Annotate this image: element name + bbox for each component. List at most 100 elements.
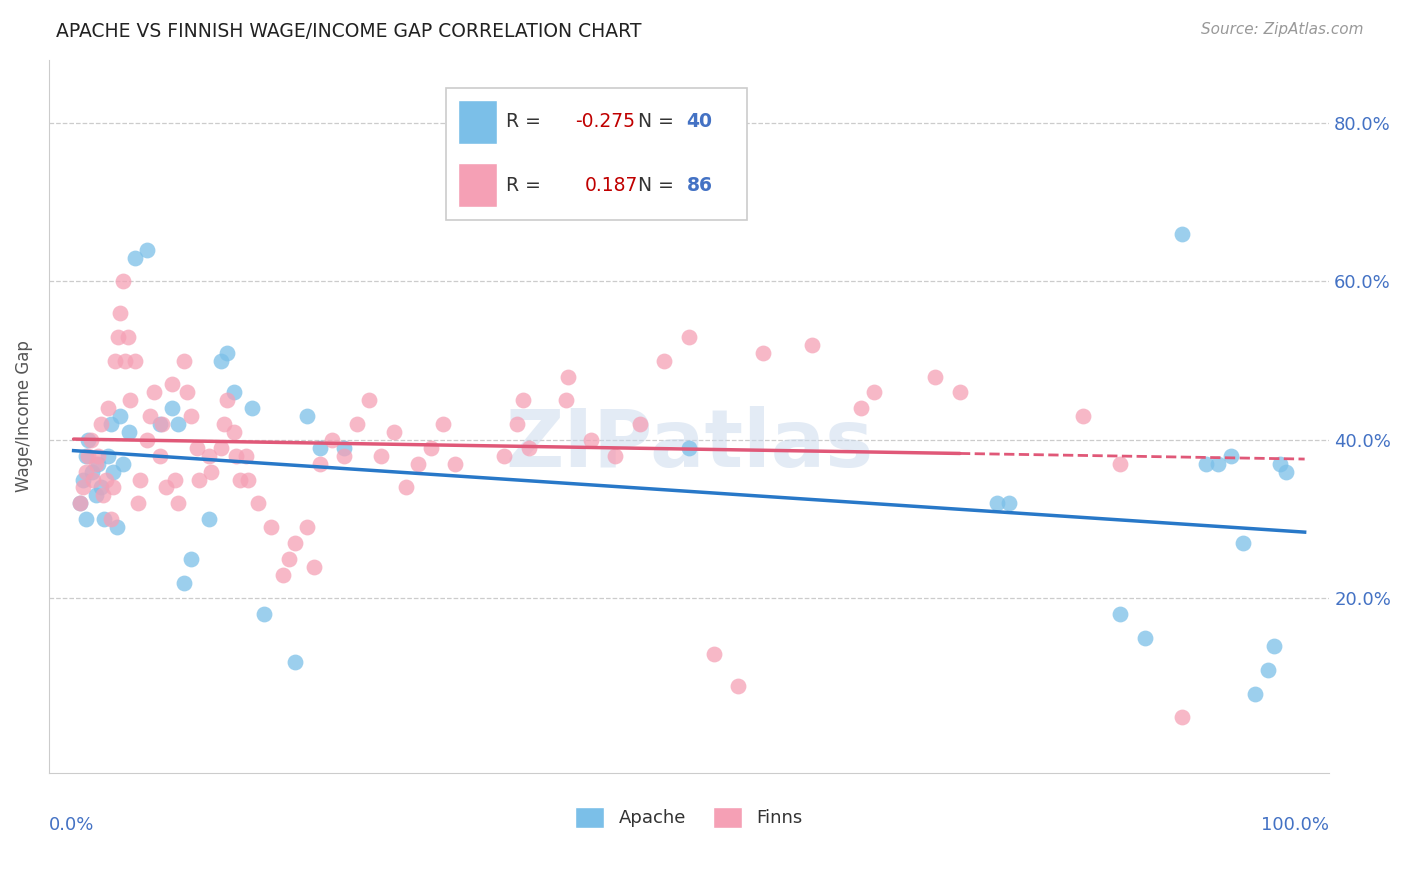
Point (1133, 631, 1156, 645)
Y-axis label: Wage/Income Gap: Wage/Income Gap (15, 340, 32, 492)
Point (114, 353, 136, 368)
Point (302, 559, 325, 574)
Point (333, 449, 356, 463)
Point (225, 449, 247, 463)
Point (395, 481, 418, 495)
Point (80, 465, 103, 479)
Point (160, 401, 183, 416)
Point (308, 457, 330, 471)
Point (238, 473, 260, 487)
Point (155, 481, 177, 495)
Text: APACHE VS FINNISH WAGE/INCOME GAP CORRELATION CHART: APACHE VS FINNISH WAGE/INCOME GAP CORREL… (56, 22, 641, 41)
Point (200, 465, 222, 479)
Point (1263, 639, 1285, 653)
Point (75, 465, 97, 479)
Point (851, 401, 873, 416)
Point (167, 496, 190, 510)
Point (284, 655, 307, 669)
Point (160, 377, 183, 392)
Point (229, 473, 252, 487)
Point (180, 551, 202, 566)
Point (444, 457, 467, 471)
Point (77, 449, 100, 463)
Point (87, 457, 110, 471)
Point (209, 441, 232, 455)
Point (579, 433, 602, 447)
Point (678, 441, 700, 455)
Point (72, 473, 94, 487)
Point (432, 417, 454, 431)
Point (370, 449, 392, 463)
Point (862, 385, 884, 400)
Point (297, 409, 319, 424)
Point (117, 330, 139, 344)
Point (998, 496, 1021, 510)
Point (222, 385, 245, 400)
Point (124, 251, 146, 265)
Point (1257, 663, 1279, 677)
Point (284, 536, 307, 550)
Point (209, 353, 232, 368)
Point (150, 417, 173, 431)
Point (222, 425, 245, 439)
Point (297, 520, 319, 534)
Point (308, 441, 330, 455)
Point (84, 488, 107, 502)
Point (198, 449, 221, 463)
Point (468, 132, 491, 146)
Point (346, 417, 368, 431)
Point (173, 353, 195, 368)
Point (87, 449, 110, 463)
Point (127, 496, 149, 510)
Point (100, 512, 122, 526)
Point (136, 433, 159, 447)
Point (259, 520, 281, 534)
Point (97, 401, 120, 416)
Point (90, 481, 112, 495)
Point (90, 417, 112, 431)
Point (69, 496, 91, 510)
Point (149, 417, 172, 431)
Point (235, 449, 257, 463)
Point (101, 481, 124, 495)
Point (517, 441, 540, 455)
Point (84, 457, 107, 471)
Point (382, 425, 405, 439)
Point (678, 330, 700, 344)
Point (253, 607, 276, 622)
Point (628, 417, 651, 431)
Point (1109, 457, 1132, 471)
Point (91, 488, 114, 502)
Point (654, 353, 676, 368)
Point (1170, 710, 1192, 724)
Point (1219, 449, 1241, 463)
Point (240, 401, 263, 416)
Point (180, 409, 202, 424)
Point (118, 425, 141, 439)
Point (186, 441, 208, 455)
Point (75, 449, 97, 463)
Point (139, 409, 162, 424)
Point (82, 473, 104, 487)
Point (419, 441, 441, 455)
Point (110, 306, 132, 320)
Point (278, 551, 301, 566)
Point (212, 417, 235, 431)
Point (72, 481, 94, 495)
Point (111, 275, 134, 289)
Point (1195, 457, 1218, 471)
Point (986, 496, 1008, 510)
Text: Source: ZipAtlas.com: Source: ZipAtlas.com (1201, 22, 1364, 37)
Point (120, 393, 142, 408)
Point (149, 449, 172, 463)
Point (77, 433, 100, 447)
Point (104, 353, 127, 368)
Point (111, 457, 134, 471)
Text: 100.0%: 100.0% (1261, 815, 1329, 833)
Point (105, 520, 128, 534)
Point (75, 512, 97, 526)
Point (1232, 536, 1254, 550)
Point (801, 338, 824, 352)
Point (1275, 465, 1298, 479)
Point (110, 409, 132, 424)
